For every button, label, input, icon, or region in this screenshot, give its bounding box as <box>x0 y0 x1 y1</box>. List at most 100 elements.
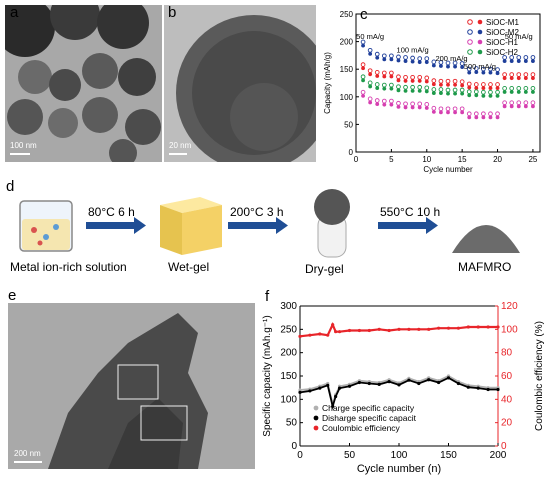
y-tick-label-f: 300 <box>280 301 297 312</box>
data-point-charge-c <box>452 87 458 93</box>
legend-label-c: SiOC-M1 <box>486 18 519 27</box>
tem-image-b: 20 nm <box>164 5 316 162</box>
data-point-charge-c <box>445 106 451 112</box>
data-point-discharge-c <box>403 88 408 93</box>
rate-label-c: 100 mA/g <box>397 46 429 55</box>
data-point-charge-c <box>438 106 444 112</box>
data-point-charge-c <box>473 111 479 117</box>
data-point-charge-c <box>360 89 366 95</box>
data-point-charge-c <box>389 82 394 88</box>
data-point-discharge-c <box>361 78 365 83</box>
data-point-discharge-c <box>389 86 394 91</box>
x-tick-label-f: 200 <box>490 450 507 461</box>
data-point-discharge-c <box>502 104 507 109</box>
data-point-discharge-c <box>453 82 457 87</box>
data-point-f <box>326 333 330 337</box>
step-label-4: MAFMRO <box>458 260 512 274</box>
data-point-discharge-c <box>502 90 507 94</box>
powder-pile-icon <box>452 225 520 253</box>
tem-e-sheet <box>8 303 255 469</box>
data-point-discharge-c <box>509 59 514 63</box>
data-point-f <box>387 328 391 333</box>
x-tick-label-f: 100 <box>391 450 408 461</box>
data-point-discharge-c <box>523 76 528 81</box>
data-point-discharge-c <box>474 86 479 91</box>
data-point-discharge-c <box>424 60 429 65</box>
data-point-charge-c <box>389 98 394 104</box>
legend-marker-filled-c <box>477 39 483 45</box>
y2-tick-label-f: 20 <box>501 418 513 429</box>
data-point-discharge-c <box>481 93 486 98</box>
data-point-f <box>331 404 335 408</box>
data-point-f <box>357 328 361 333</box>
data-point-discharge-c <box>523 59 528 63</box>
data-point-discharge-c <box>481 115 486 120</box>
data-point-discharge-c <box>495 86 500 91</box>
data-point-charge-c <box>410 55 415 61</box>
y2-tick-label-f: 60 <box>501 371 513 382</box>
data-point-discharge-c <box>531 76 535 81</box>
data-point-f <box>298 334 302 338</box>
data-point-discharge-c <box>424 79 429 84</box>
scale-label-e: 200 nm <box>14 449 41 458</box>
tem-image-e: 200 nm <box>8 303 255 469</box>
data-point-charge-c <box>438 78 444 84</box>
x-tick-label-c: 10 <box>422 155 431 164</box>
data-point-charge-c <box>367 68 373 74</box>
data-point-f <box>486 387 490 392</box>
data-point-charge-c <box>360 74 366 80</box>
x-axis-label-f: Cycle number (n) <box>357 463 441 475</box>
x-tick-label-f: 0 <box>297 450 303 461</box>
data-point-f <box>298 388 302 392</box>
legend-marker-open-c <box>467 19 473 25</box>
legend-marker-open-c <box>467 39 473 45</box>
legend-label-f: Charge specific capacity <box>322 403 415 413</box>
data-point-charge-c <box>396 54 401 60</box>
scale-label-a: 100 nm <box>10 141 37 150</box>
data-point-discharge-c <box>460 83 465 88</box>
data-point-discharge-c <box>382 57 387 62</box>
y2-tick-label-f: 0 <box>501 441 507 452</box>
data-point-discharge-c <box>509 90 514 94</box>
data-point-f <box>437 326 441 330</box>
data-point-discharge-c <box>403 79 408 83</box>
arrow-1-icon <box>86 217 146 234</box>
data-point-discharge-c <box>460 91 465 96</box>
data-point-discharge-c <box>453 110 457 115</box>
data-point-charge-c <box>381 98 387 104</box>
data-point-discharge-c <box>410 59 415 64</box>
legend-marker-open-c <box>467 49 473 55</box>
data-point-discharge-c <box>467 70 472 75</box>
data-point-f <box>397 383 401 387</box>
data-point-charge-c <box>374 82 380 87</box>
data-point-charge-c <box>417 56 423 61</box>
panel-label-a: a <box>10 4 19 21</box>
y-tick-label-c: 200 <box>340 38 354 47</box>
data-point-f <box>298 390 302 394</box>
data-point-charge-c <box>403 84 408 90</box>
data-point-discharge-c <box>523 104 528 109</box>
data-point-charge-c <box>367 47 373 53</box>
tem-a-particles <box>5 5 162 162</box>
data-point-charge-c <box>509 72 515 77</box>
data-point-discharge-c <box>361 93 365 98</box>
data-point-f <box>446 326 451 330</box>
data-point-discharge-c <box>474 93 479 98</box>
data-point-f <box>318 386 322 390</box>
arrow-2-icon <box>228 217 288 234</box>
data-point-discharge-c <box>467 115 472 120</box>
data-point-charge-c <box>445 87 451 93</box>
data-point-charge-c <box>466 89 472 95</box>
data-point-discharge-c <box>368 84 373 89</box>
y-tick-label-f: 150 <box>280 371 297 382</box>
data-point-charge-c <box>516 86 522 91</box>
data-point-f <box>486 325 490 329</box>
data-point-charge-c <box>530 86 536 91</box>
data-point-f <box>466 385 470 389</box>
data-point-charge-c <box>381 70 387 76</box>
data-point-f <box>397 327 401 331</box>
data-point-discharge-c <box>531 90 535 94</box>
chart-f: 0 50 100 150 2000501001502002503000204060801… <box>262 301 545 475</box>
y-tick-label-f: 200 <box>280 348 297 359</box>
data-point-charge-c <box>417 101 423 107</box>
